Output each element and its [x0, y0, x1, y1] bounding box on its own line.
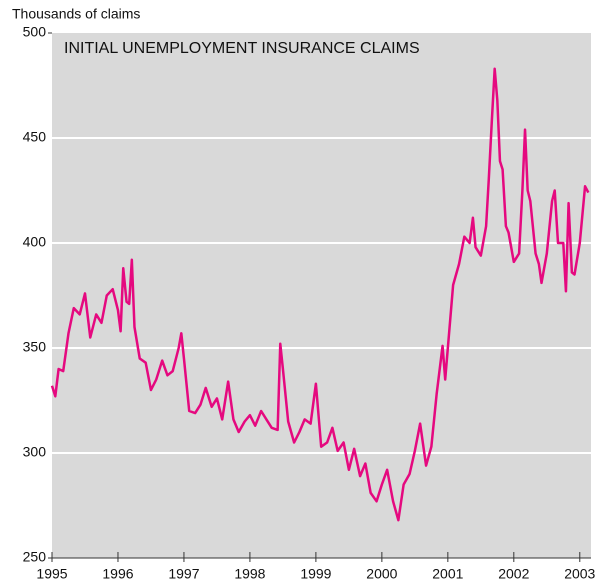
x-tick-label: 2003: [564, 566, 595, 582]
plot-background: [52, 33, 591, 558]
y-axis-label: Thousands of claims: [12, 6, 140, 22]
x-tick-label: 1998: [234, 566, 265, 582]
x-tick-label: 1995: [36, 566, 67, 582]
y-tick-label: 250: [23, 549, 47, 565]
y-tick-label: 300: [23, 444, 47, 460]
y-tick-label: 400: [23, 234, 47, 250]
y-tick-label: 350: [23, 339, 47, 355]
x-tick-label: 2002: [498, 566, 529, 582]
data-line: [50, 67, 590, 522]
x-tick-label: 1999: [300, 566, 331, 582]
chart-title: INITIAL UNEMPLOYMENT INSURANCE CLAIMS: [64, 40, 420, 57]
x-tick-label: 2001: [432, 566, 463, 582]
x-tick-label: 2000: [366, 566, 397, 582]
y-tick-label: 450: [23, 129, 47, 145]
y-tick-label: 500: [23, 24, 47, 40]
x-tick-label: 1996: [102, 566, 133, 582]
x-tick-label: 1997: [168, 566, 199, 582]
